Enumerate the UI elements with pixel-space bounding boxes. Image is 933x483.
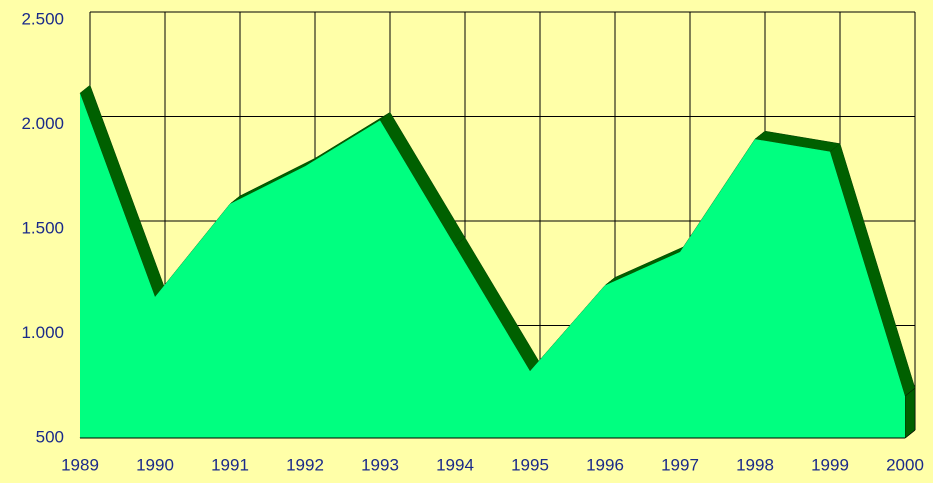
y-tick-label: 2.000 (21, 114, 64, 133)
area (80, 93, 905, 439)
x-tick-label: 1992 (286, 455, 324, 474)
y-tick-label: 2.500 (21, 9, 64, 28)
y-tick-label: 1.000 (21, 323, 64, 342)
x-tick-label: 1999 (811, 455, 849, 474)
area-side-face (904, 387, 916, 439)
y-tick-label: 1.500 (21, 218, 64, 237)
x-tick-label: 1990 (136, 455, 174, 474)
x-tick-label: 1997 (661, 455, 699, 474)
x-tick-label: 1998 (736, 455, 774, 474)
x-tick-label: 2000 (886, 455, 924, 474)
y-tick-label: 500 (36, 427, 64, 446)
x-tick-label: 1994 (436, 455, 474, 474)
x-tick-label: 1991 (211, 455, 249, 474)
x-tick-label: 1996 (586, 455, 624, 474)
x-tick-label: 1995 (511, 455, 549, 474)
x-tick-label: 1993 (361, 455, 399, 474)
x-tick-label: 1989 (61, 455, 99, 474)
